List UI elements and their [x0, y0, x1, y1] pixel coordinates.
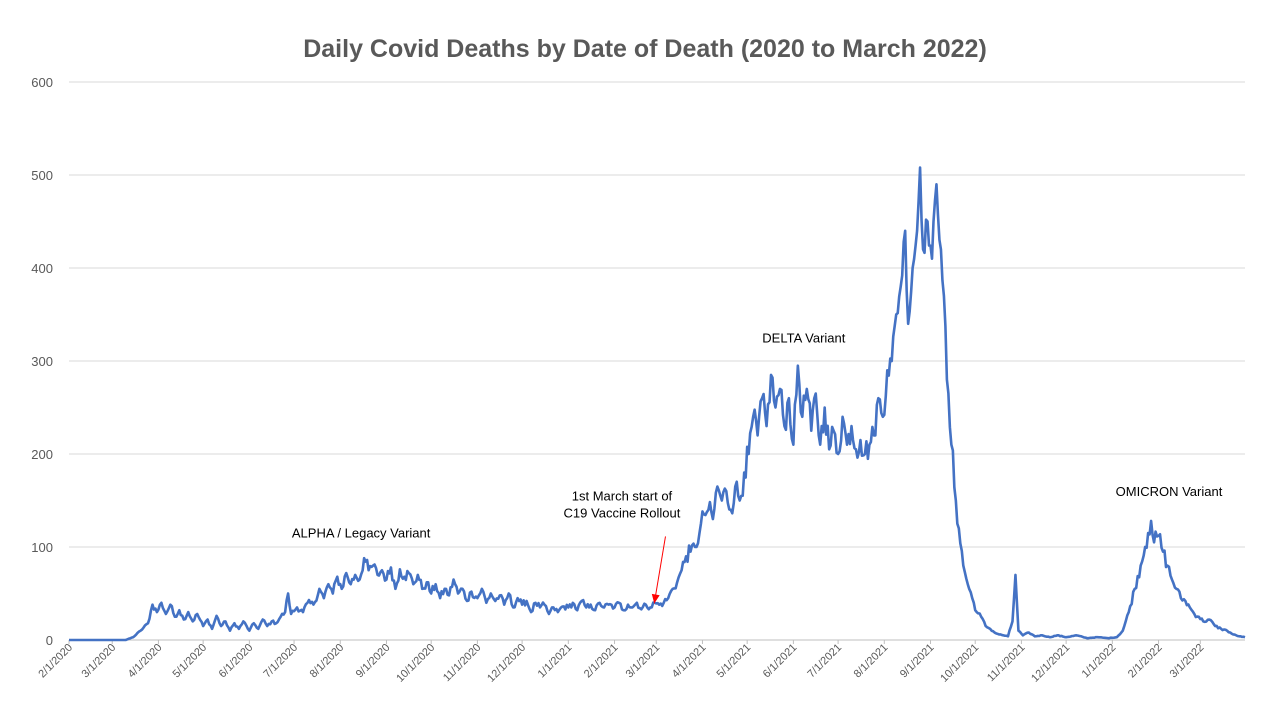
x-tick-label: 10/1/2020 [394, 642, 437, 685]
x-tick-label: 7/1/2021 [805, 642, 844, 681]
annotations: ALPHA / Legacy Variant 1st March start of… [292, 330, 1223, 604]
x-tick-label: 7/1/2020 [261, 642, 300, 681]
x-tick-label: 1/1/2022 [1080, 642, 1119, 681]
annotation-omicron: OMICRON Variant [1116, 484, 1223, 499]
series-layer [69, 166, 1246, 642]
y-tick-label: 500 [31, 168, 53, 183]
x-tick-label: 4/1/2021 [670, 642, 709, 681]
x-tick-label: 2/1/2022 [1126, 642, 1165, 681]
x-tick-label: 5/1/2021 [715, 642, 754, 681]
x-tick-label: 10/1/2021 [938, 642, 981, 685]
x-tick-label: 9/1/2020 [354, 642, 393, 681]
x-tick-label: 5/1/2020 [170, 642, 209, 681]
y-tick-label: 200 [31, 447, 53, 462]
y-tick-label: 300 [31, 354, 53, 369]
x-tick-label: 1/1/2021 [536, 642, 575, 681]
annotation-arrowhead [651, 593, 660, 604]
x-tick-label: 2/1/2021 [582, 642, 621, 681]
annotation-vaccine: 1st March start of [572, 489, 673, 504]
series-line [69, 166, 1246, 642]
x-tick-label: 2/1/2020 [36, 642, 75, 681]
x-tick-label: 3/1/2020 [80, 642, 119, 681]
x-tick-label: 6/1/2020 [217, 642, 256, 681]
chart-title: Daily Covid Deaths by Date of Death (202… [303, 35, 987, 63]
x-tick-label: 4/1/2020 [126, 642, 165, 681]
annotation-vaccine: C19 Vaccine Rollout [564, 506, 681, 521]
annotation-delta: DELTA Variant [762, 330, 845, 345]
x-axis: 2/1/2020 3/1/2020 4/1/2020 5/1/2020 6/1/2020… [36, 640, 1206, 685]
x-tick-label: 11/1/2020 [441, 642, 484, 685]
y-tick-label: 600 [31, 75, 53, 90]
x-tick-label: 6/1/2021 [761, 642, 800, 681]
x-tick-label: 9/1/2021 [898, 642, 937, 681]
y-tick-label: 100 [31, 540, 53, 555]
gridlines [69, 81, 1245, 641]
annotation-arrow [653, 536, 666, 604]
y-axis: 0 100 200 300 400 500 600 [31, 75, 53, 648]
x-tick-label: 12/1/2021 [1029, 642, 1072, 685]
y-tick-label: 0 [46, 633, 53, 648]
y-tick-label: 400 [31, 261, 53, 276]
x-tick-label: 8/1/2020 [308, 642, 347, 681]
x-tick-label: 3/1/2022 [1168, 642, 1207, 681]
x-tick-label: 8/1/2021 [852, 642, 891, 681]
x-tick-label: 11/1/2021 [985, 642, 1028, 685]
x-tick-label: 12/1/2020 [485, 642, 528, 685]
x-tick-label: 3/1/2021 [624, 642, 663, 681]
annotation-alpha: ALPHA / Legacy Variant [292, 526, 431, 541]
